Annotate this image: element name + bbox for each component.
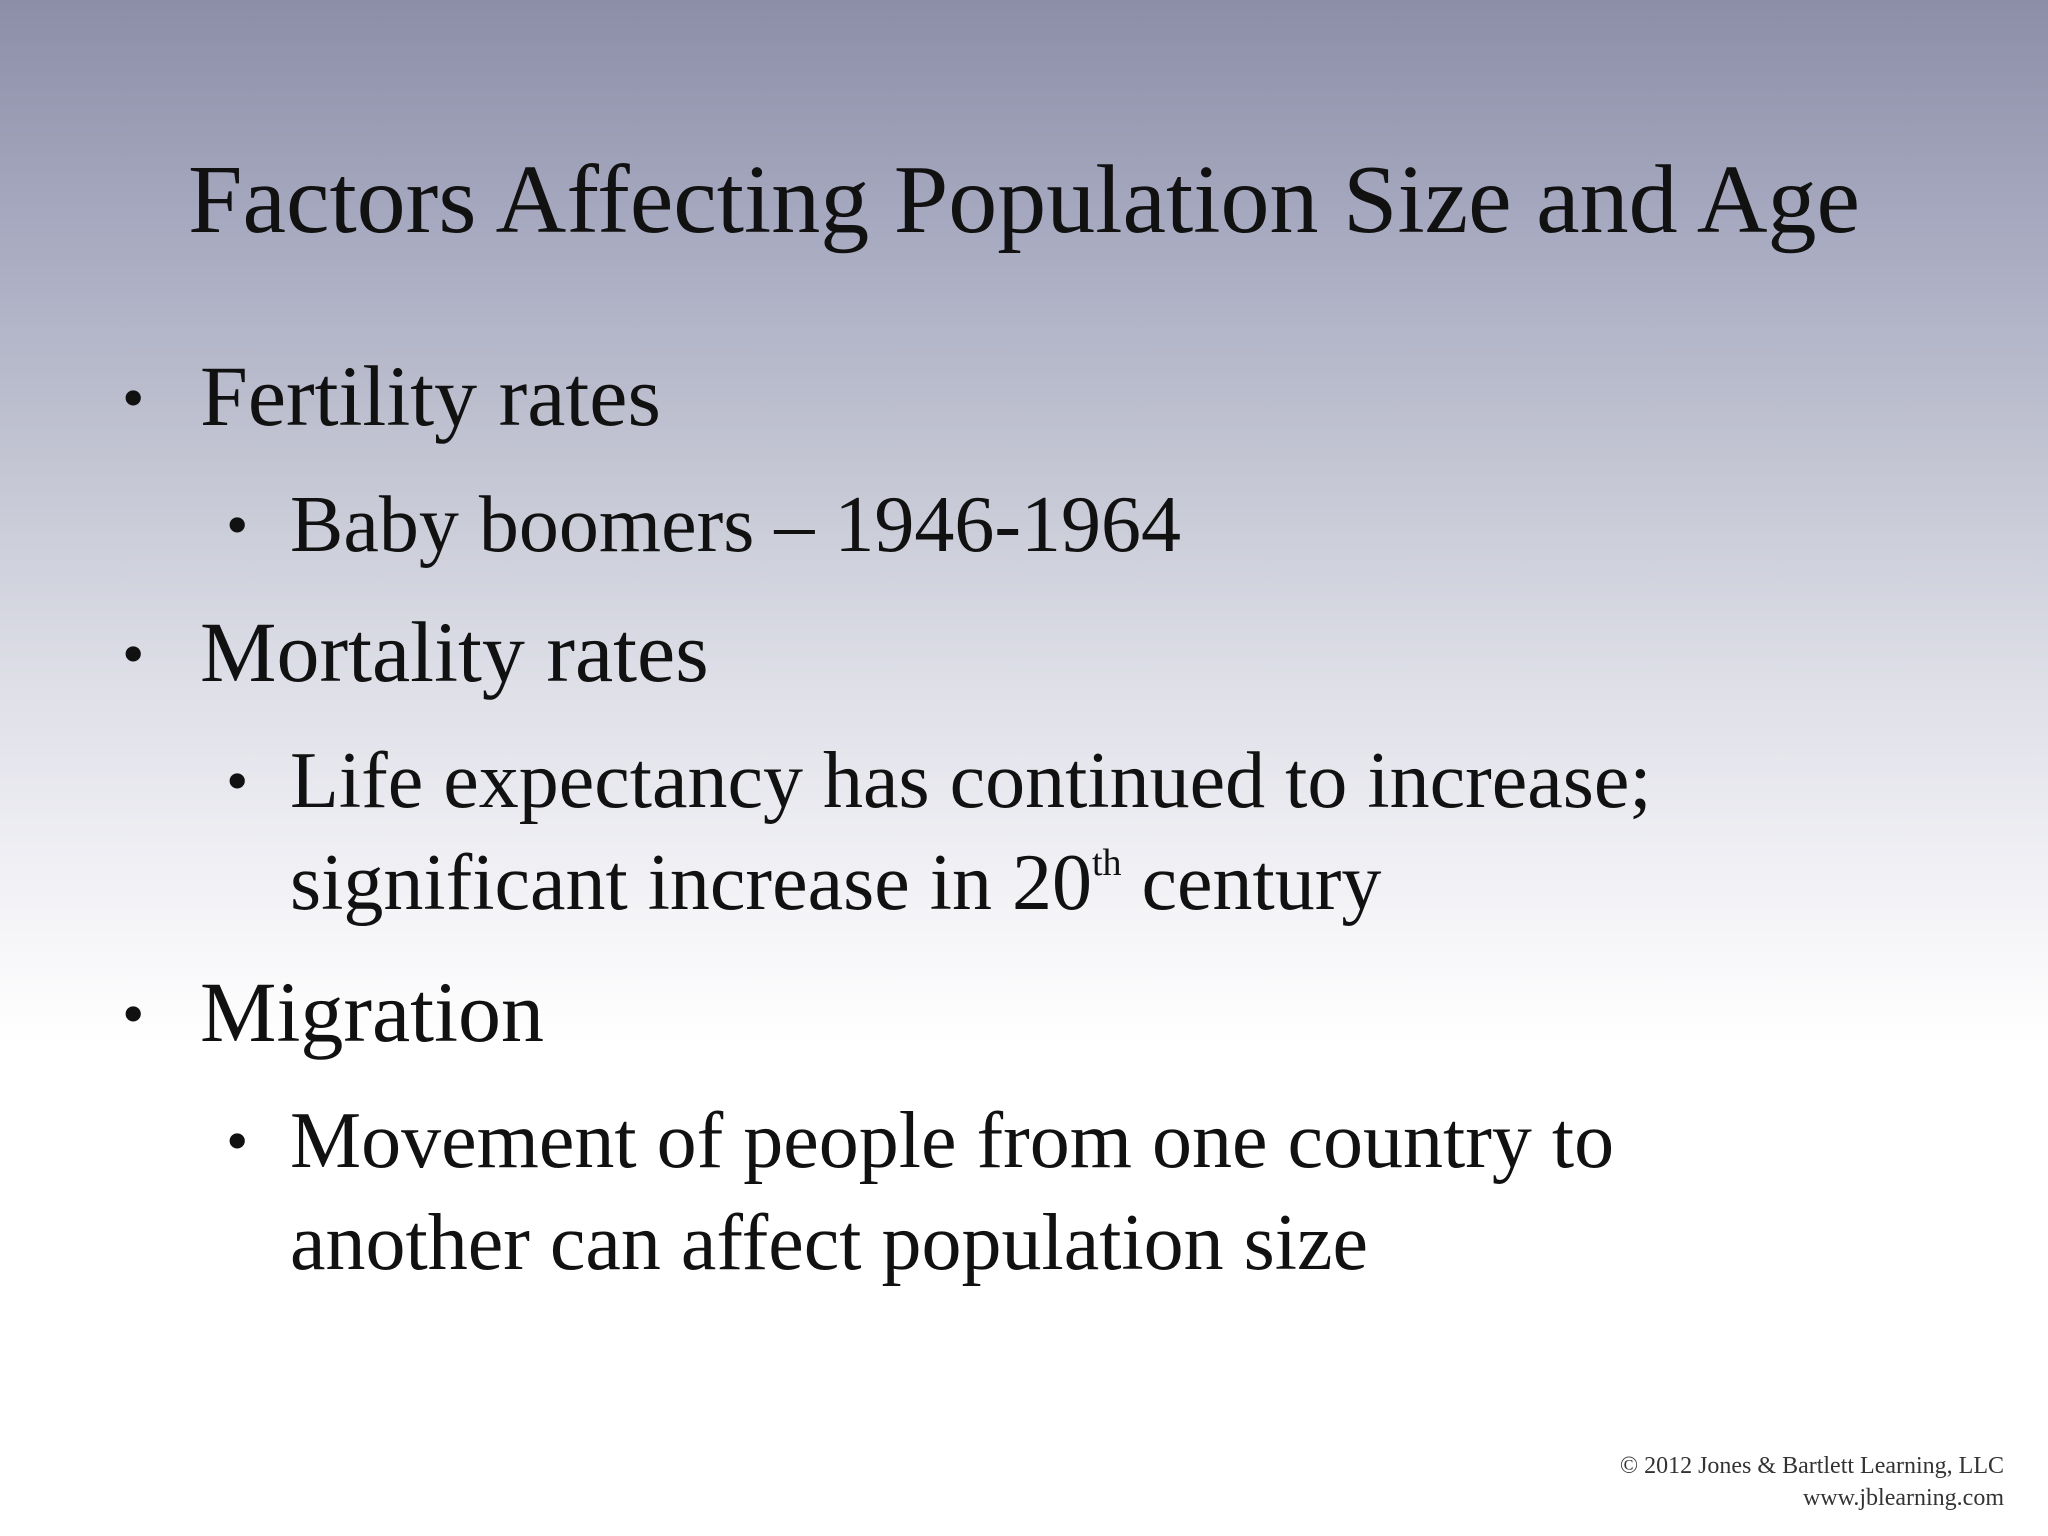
bullet-icon: •: [122, 362, 145, 433]
subbullet-movement-of-people: • Movement of people from one country to…: [226, 1090, 1615, 1294]
bullet-migration: • Migration: [122, 962, 544, 1062]
bullet-icon: •: [226, 745, 249, 816]
bullet-fertility-rates: • Fertility rates: [122, 346, 661, 446]
slide-title: Factors Affecting Population Size and Ag…: [187, 146, 1861, 254]
ordinal-suffix: th: [1091, 842, 1122, 884]
bullet-icon: •: [122, 978, 145, 1049]
bullet-text-line2: another can affect population size: [290, 1199, 1369, 1287]
bullet-icon: •: [226, 489, 249, 560]
bullet-text-line1: Movement of people from one country to: [290, 1097, 1615, 1185]
copyright-notice: © 2012 Jones & Bartlett Learning, LLC ww…: [1620, 1450, 2004, 1514]
bullet-text: Mortality rates: [200, 604, 709, 700]
bullet-text-line1: Life expectancy has continued to increas…: [290, 737, 1652, 825]
copyright-line: © 2012 Jones & Bartlett Learning, LLC: [1619, 1453, 2004, 1479]
subbullet-life-expectancy: • Life expectancy has continued to incre…: [226, 730, 1652, 934]
bullet-mortality-rates: • Mortality rates: [122, 602, 709, 702]
bullet-text-line2: significant increase in 20th century: [290, 839, 1382, 927]
bullet-text: Fertility rates: [200, 348, 661, 444]
bullet-icon: •: [122, 618, 145, 689]
bullet-icon: •: [226, 1105, 249, 1176]
subbullet-baby-boomers: • Baby boomers – 1946-1964: [226, 474, 1182, 576]
bullet-text: Migration: [200, 964, 544, 1060]
bullet-text: Baby boomers – 1946-1964: [290, 481, 1182, 569]
publisher-url: www.jblearning.com: [1802, 1485, 2004, 1511]
